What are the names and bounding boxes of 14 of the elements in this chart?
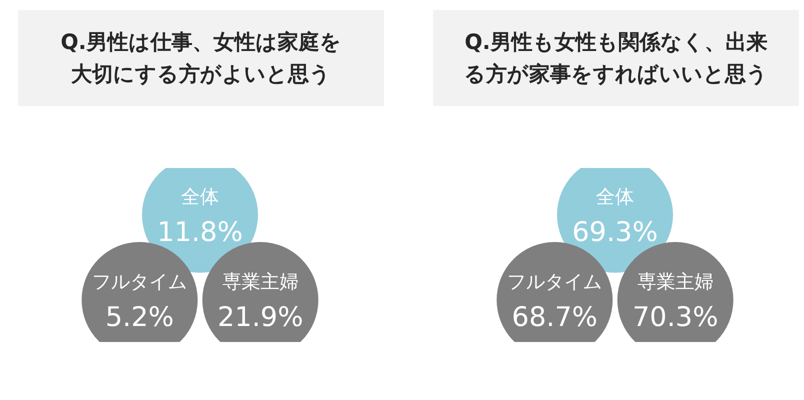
category-label: 専業主婦	[637, 271, 714, 293]
data-label: 68.7%	[512, 302, 598, 333]
category-label: フルタイム	[507, 271, 602, 293]
data-label: 21.9%	[217, 302, 304, 333]
data-label: 11.8%	[157, 216, 243, 248]
data-label: 69.3%	[572, 216, 658, 248]
category-label: フルタイム	[92, 271, 188, 293]
category-label: 専業主婦	[222, 271, 298, 293]
category-label: 全体	[596, 186, 634, 208]
text: Q.男性も女性も関係なく、出来る方が家事をすればいいと思う	[463, 29, 769, 88]
data-label: 5.2%	[105, 302, 174, 333]
category-label: 全体	[181, 186, 219, 208]
data-label: 70.3%	[632, 302, 718, 333]
text: Q.男性は仕事、女性は家庭を大切にする方がよいと思う	[60, 29, 342, 88]
